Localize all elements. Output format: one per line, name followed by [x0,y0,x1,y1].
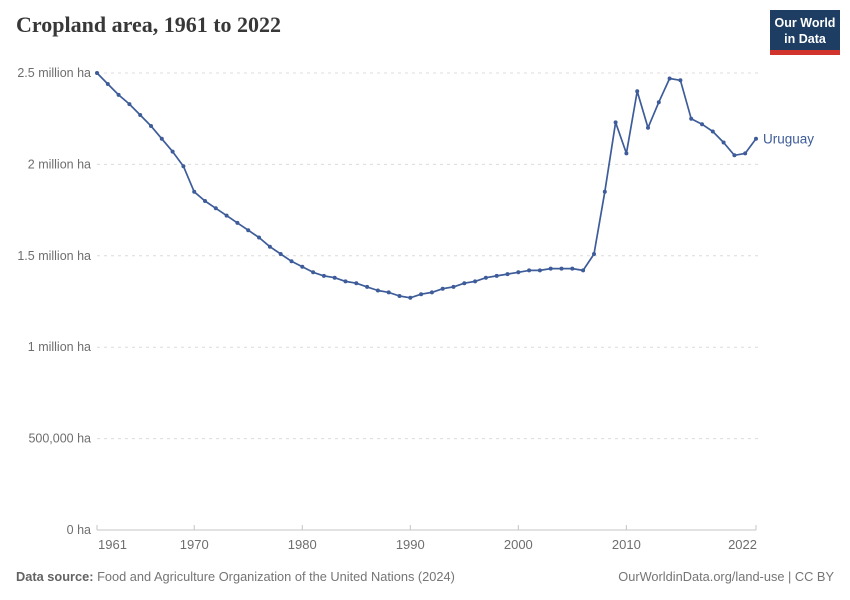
data-point-2010[interactable] [624,151,629,156]
y-axis-tick-label: 1 million ha [28,340,91,354]
data-point-1999[interactable] [505,272,510,277]
owid-logo-line2: in Data [784,32,826,46]
data-point-2015[interactable] [678,78,683,83]
data-point-1996[interactable] [473,279,478,284]
data-source-label: Data source: [16,569,94,584]
chart-footer: Data source: Food and Agriculture Organi… [0,569,850,584]
x-axis-tick-label: 1980 [288,537,317,552]
data-point-1964[interactable] [127,102,132,107]
data-point-2005[interactable] [570,266,575,271]
data-point-1984[interactable] [343,279,348,284]
data-point-1972[interactable] [213,206,218,211]
data-point-1975[interactable] [246,228,251,233]
data-point-1962[interactable] [105,82,110,86]
data-source-note: Data source: Food and Agriculture Organi… [16,569,455,584]
data-point-1995[interactable] [462,281,467,286]
data-point-1985[interactable] [354,281,359,286]
data-point-1966[interactable] [149,124,153,128]
data-point-1981[interactable] [311,270,316,275]
data-point-2012[interactable] [646,125,650,130]
data-point-2021[interactable] [743,151,748,156]
data-point-2018[interactable] [710,129,715,134]
data-point-1976[interactable] [257,235,261,240]
data-point-1990[interactable] [408,295,413,300]
data-point-1967[interactable] [159,136,164,141]
data-point-1994[interactable] [451,284,456,289]
data-point-1992[interactable] [429,290,434,295]
data-point-1997[interactable] [483,275,488,280]
data-point-1974[interactable] [235,220,240,225]
data-point-1989[interactable] [397,294,402,298]
data-point-1980[interactable] [300,264,305,269]
data-point-1961[interactable] [95,71,99,75]
y-axis-tick-label: 2.5 million ha [17,66,91,80]
data-point-2022[interactable] [754,136,758,141]
data-point-1983[interactable] [332,275,337,280]
data-point-1991[interactable] [419,292,424,297]
data-point-2016[interactable] [689,116,694,121]
data-point-1969[interactable] [181,164,186,169]
data-point-1970[interactable] [192,189,197,194]
data-point-1986[interactable] [365,284,370,289]
data-point-2013[interactable] [656,100,661,105]
uruguay-line[interactable] [96,72,757,299]
data-source-text: Food and Agriculture Organization of the… [93,569,455,584]
x-axis-tick-label: 1970 [180,537,209,552]
y-axis-tick-label: 0 ha [67,523,91,537]
data-point-2007[interactable] [592,252,596,256]
x-axis-tick-label: 2010 [612,537,641,552]
y-axis-tick-label: 2 million ha [28,157,91,171]
data-point-2001[interactable] [527,268,532,273]
data-point-1977[interactable] [267,244,272,249]
data-point-1971[interactable] [203,199,207,203]
data-point-2011[interactable] [635,89,640,94]
x-axis-tick-label: 1961 [98,537,127,552]
data-point-2017[interactable] [700,122,704,127]
data-point-1965[interactable] [138,113,143,117]
data-point-2003[interactable] [548,266,553,271]
x-axis-tick-label: 2022 [728,537,757,552]
data-point-1963[interactable] [116,92,121,97]
data-point-2020[interactable] [732,153,737,158]
data-point-1973[interactable] [224,213,229,218]
data-point-1968[interactable] [170,149,175,154]
data-point-1998[interactable] [494,273,499,278]
data-point-1979[interactable] [289,259,294,264]
data-point-2002[interactable] [537,268,542,273]
y-axis-tick-label: 1.5 million ha [17,249,91,263]
owid-logo[interactable]: Our World in Data [770,10,840,55]
y-axis-tick-label: 500,000 ha [28,432,91,446]
data-point-2009[interactable] [613,120,618,125]
data-point-2019[interactable] [721,140,726,145]
owid-logo-line1: Our World [774,16,836,30]
data-point-2014[interactable] [667,76,672,81]
series-label-uruguay[interactable]: Uruguay [763,131,814,146]
data-point-1993[interactable] [440,286,445,291]
data-point-1978[interactable] [278,252,283,256]
x-axis-tick-label: 2000 [504,537,533,552]
data-point-2008[interactable] [602,189,607,194]
data-point-1982[interactable] [321,273,326,278]
data-point-2000[interactable] [516,270,521,275]
credit-link[interactable]: OurWorldinData.org/land-use | CC BY [618,569,834,584]
data-point-2006[interactable] [581,268,586,273]
data-point-1987[interactable] [375,288,380,293]
data-point-1988[interactable] [386,290,391,295]
chart-title: Cropland area, 1961 to 2022 [16,12,282,37]
data-point-2004[interactable] [559,266,564,271]
x-axis-tick-label: 1990 [396,537,425,552]
